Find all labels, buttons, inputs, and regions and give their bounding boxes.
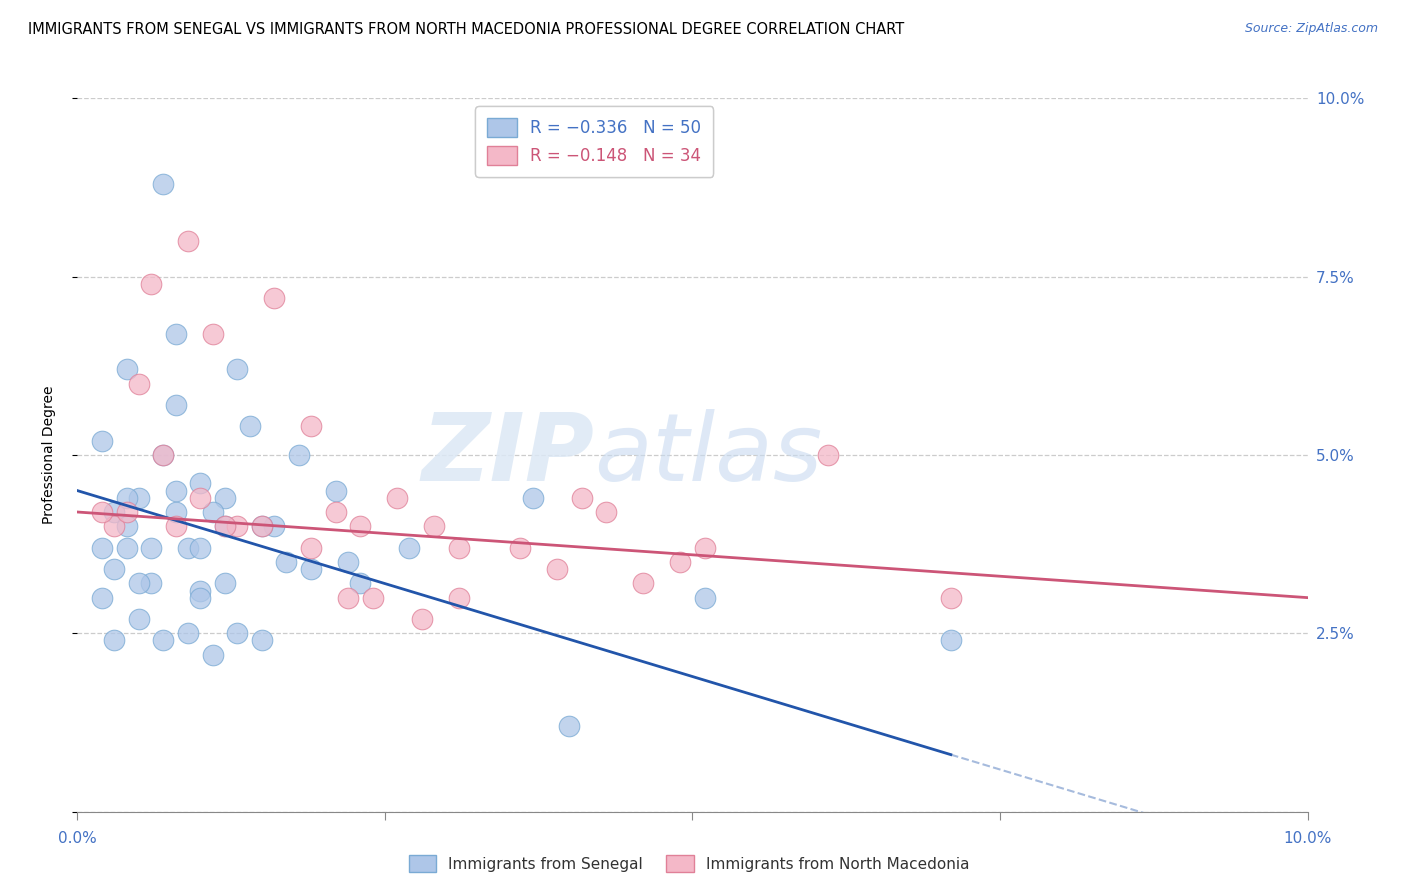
Point	[214, 519, 236, 533]
Point	[177, 234, 200, 248]
Point	[201, 648, 224, 662]
Point	[165, 483, 187, 498]
Point	[595, 505, 617, 519]
Point	[522, 491, 544, 505]
Point	[90, 505, 114, 519]
Point	[669, 555, 692, 569]
Point	[115, 541, 138, 555]
Point	[165, 505, 187, 519]
Text: 10.0%: 10.0%	[1284, 831, 1331, 847]
Point	[349, 519, 371, 533]
Point	[152, 448, 174, 462]
Point	[239, 419, 262, 434]
Point	[226, 626, 249, 640]
Legend: R = −0.336   N = 50, R = −0.148   N = 34: R = −0.336 N = 50, R = −0.148 N = 34	[475, 106, 713, 177]
Point	[128, 612, 150, 626]
Point	[188, 476, 212, 491]
Point	[509, 541, 531, 555]
Point	[128, 376, 150, 391]
Point	[263, 291, 285, 305]
Point	[177, 541, 200, 555]
Point	[90, 434, 114, 448]
Point	[115, 519, 138, 533]
Point	[250, 519, 273, 533]
Point	[398, 541, 420, 555]
Point	[276, 555, 298, 569]
Point	[263, 519, 285, 533]
Point	[188, 491, 212, 505]
Point	[571, 491, 593, 505]
Point	[141, 277, 163, 291]
Point	[226, 362, 249, 376]
Point	[152, 448, 174, 462]
Point	[201, 326, 224, 341]
Point	[128, 491, 150, 505]
Legend: Immigrants from Senegal, Immigrants from North Macedonia: Immigrants from Senegal, Immigrants from…	[401, 847, 977, 880]
Point	[90, 591, 114, 605]
Point	[633, 576, 655, 591]
Point	[165, 326, 187, 341]
Point	[90, 541, 114, 555]
Point	[201, 505, 224, 519]
Point	[177, 626, 200, 640]
Point	[115, 362, 138, 376]
Point	[152, 633, 174, 648]
Point	[447, 541, 470, 555]
Point	[115, 505, 138, 519]
Point	[337, 555, 360, 569]
Point	[128, 576, 150, 591]
Point	[141, 576, 163, 591]
Point	[103, 519, 125, 533]
Point	[214, 519, 236, 533]
Point	[558, 719, 581, 733]
Point	[165, 519, 187, 533]
Point	[165, 398, 187, 412]
Point	[141, 541, 163, 555]
Point	[103, 562, 125, 576]
Point	[447, 591, 470, 605]
Point	[188, 583, 212, 598]
Point	[939, 633, 962, 648]
Point	[250, 519, 273, 533]
Point	[299, 419, 322, 434]
Text: atlas: atlas	[595, 409, 823, 500]
Point	[152, 177, 174, 191]
Text: 0.0%: 0.0%	[58, 831, 97, 847]
Point	[250, 633, 273, 648]
Point	[817, 448, 839, 462]
Point	[214, 491, 236, 505]
Point	[693, 591, 716, 605]
Point	[693, 541, 716, 555]
Point	[214, 576, 236, 591]
Y-axis label: Professional Degree: Professional Degree	[42, 385, 56, 524]
Point	[103, 633, 125, 648]
Point	[188, 591, 212, 605]
Point	[226, 519, 249, 533]
Point	[288, 448, 311, 462]
Text: IMMIGRANTS FROM SENEGAL VS IMMIGRANTS FROM NORTH MACEDONIA PROFESSIONAL DEGREE C: IMMIGRANTS FROM SENEGAL VS IMMIGRANTS FR…	[28, 22, 904, 37]
Point	[337, 591, 360, 605]
Point	[325, 505, 347, 519]
Point	[103, 505, 125, 519]
Point	[546, 562, 568, 576]
Point	[411, 612, 433, 626]
Point	[423, 519, 446, 533]
Point	[115, 491, 138, 505]
Point	[299, 541, 322, 555]
Point	[299, 562, 322, 576]
Point	[325, 483, 347, 498]
Point	[361, 591, 384, 605]
Point	[349, 576, 371, 591]
Point	[385, 491, 409, 505]
Text: Source: ZipAtlas.com: Source: ZipAtlas.com	[1244, 22, 1378, 36]
Text: ZIP: ZIP	[422, 409, 595, 501]
Point	[188, 541, 212, 555]
Point	[939, 591, 962, 605]
